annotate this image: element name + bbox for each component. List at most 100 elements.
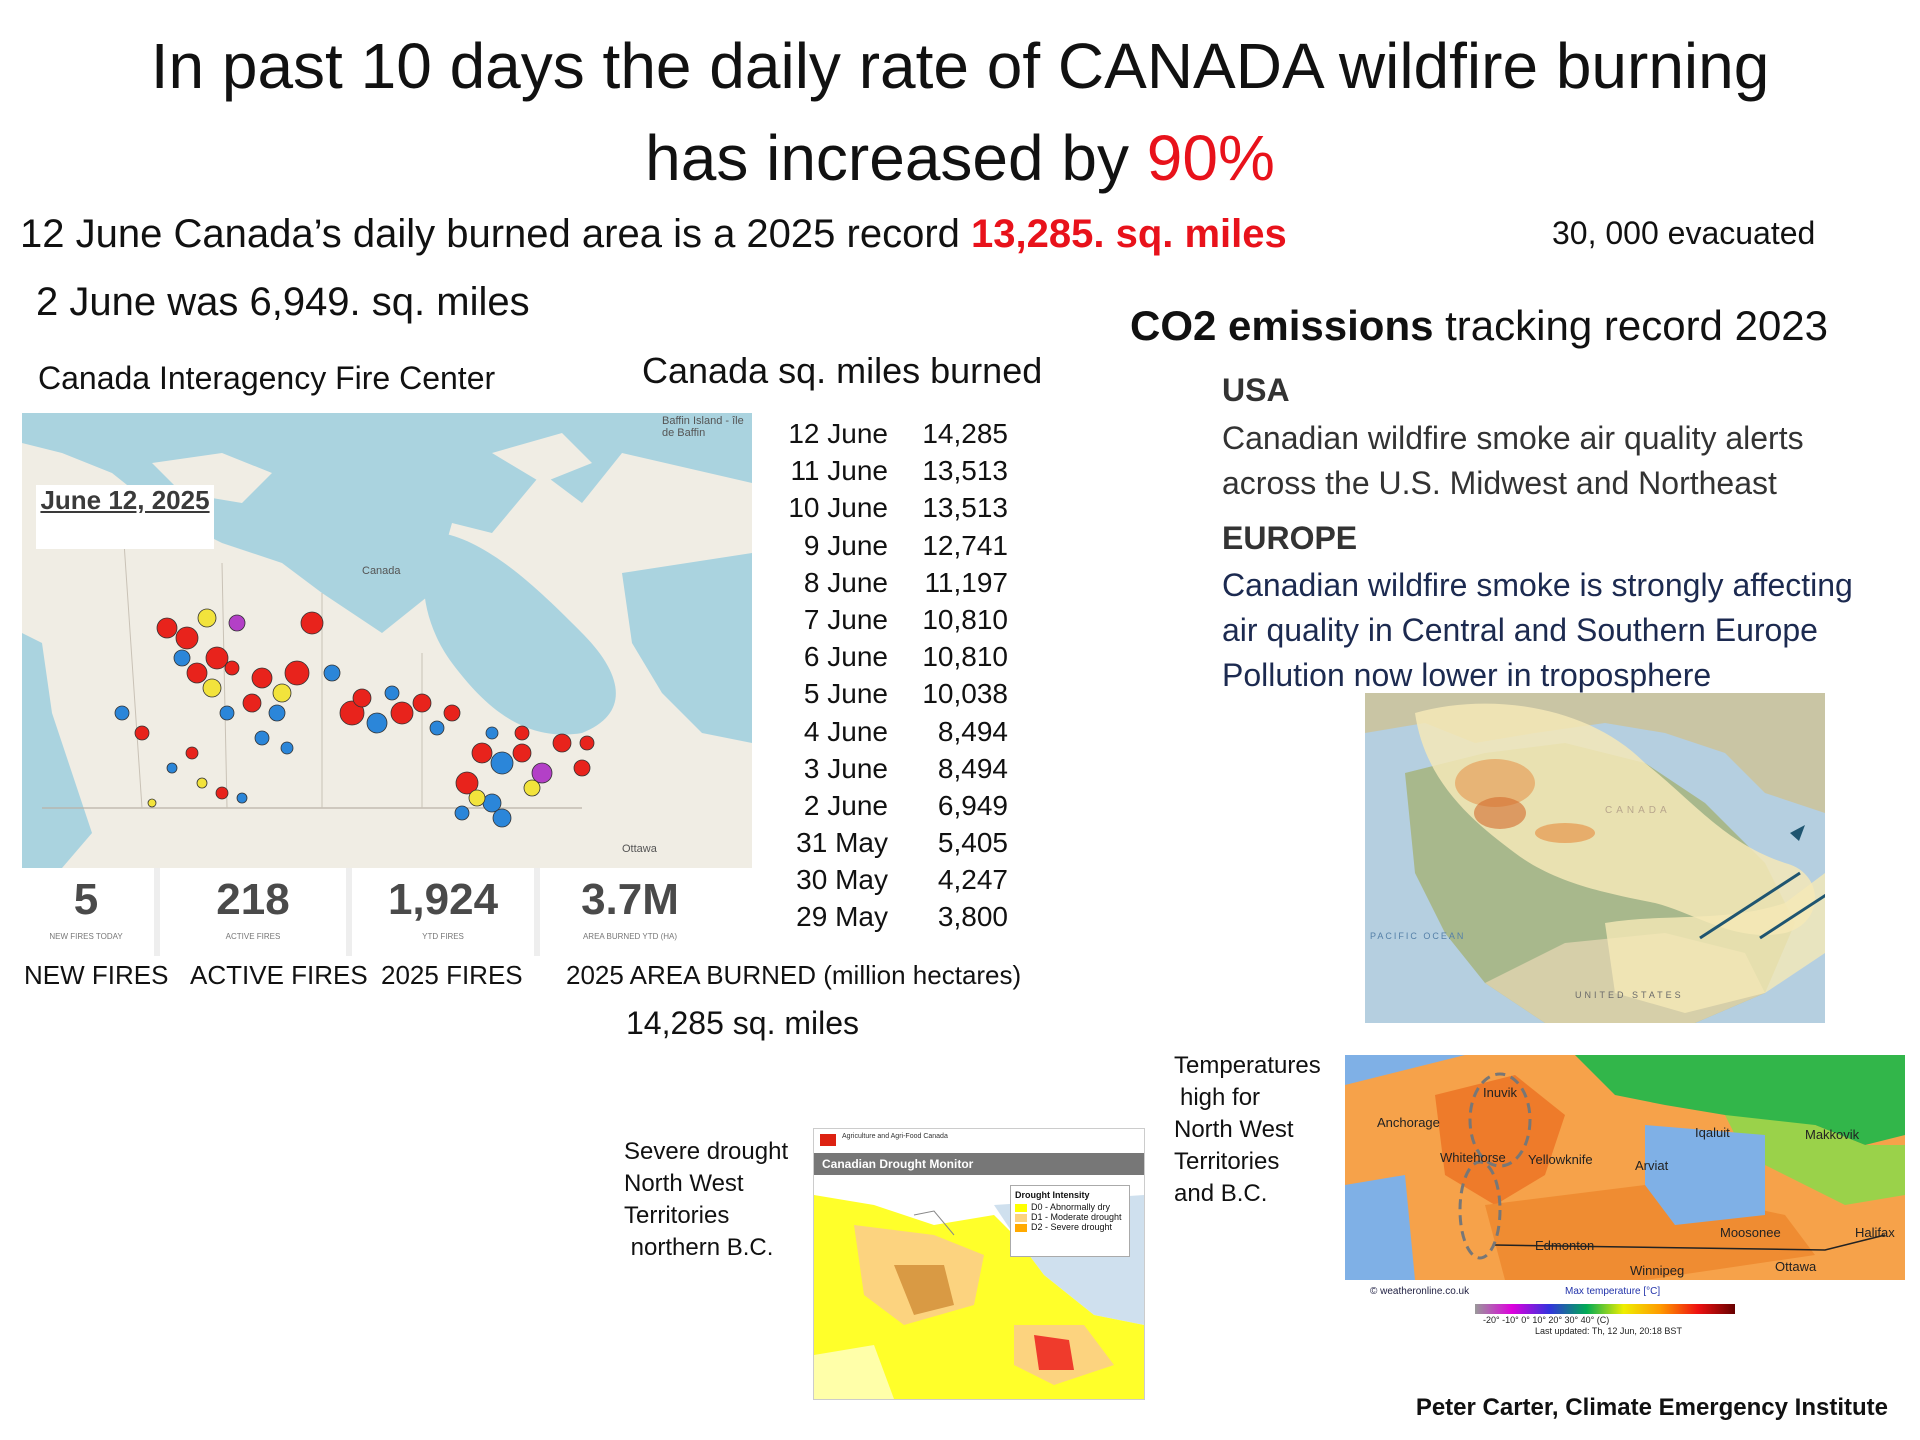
- drought-note-line-2: North West: [624, 1170, 744, 1197]
- label-new-fires: NEW FIRES: [24, 960, 169, 990]
- burned-row: 31 May 5,405: [770, 824, 1010, 861]
- stat-area-burned: 3.7M AREA BURNED YTD (HA): [540, 868, 720, 956]
- fire-marker: [236, 792, 248, 804]
- burned-row-value: 12,741: [922, 529, 1008, 561]
- city-halifax: Halifax: [1855, 1225, 1895, 1240]
- burned-table-title: Canada sq. miles burned: [642, 350, 1043, 391]
- title-highlight: 90%: [1146, 122, 1275, 194]
- smoke-map: CANADA PACIFIC OCEAN UNITED STATES: [1365, 693, 1825, 1023]
- title-line-2: has increased by 90%: [0, 112, 1920, 204]
- drought-legend-d0-label: D0 - Abnormally dry: [1031, 1202, 1111, 1212]
- temp-legend-bar: [1475, 1304, 1735, 1314]
- stat-area-burned-caption: AREA BURNED YTD (HA): [582, 932, 678, 941]
- co2-heading-bold: CO2 emissions: [1130, 302, 1434, 349]
- burned-row-date: 2 June: [803, 789, 888, 821]
- burned-table: 12 June 14,285 11 June 13,513 10 June 13,513 9…: [770, 415, 1010, 936]
- burned-row-value: 11,197: [924, 566, 1008, 598]
- drought-swatch-d0: [1015, 1203, 1027, 1212]
- burned-row-value: 13,513: [922, 455, 1008, 487]
- drought-swatch-d1: [1015, 1213, 1027, 1222]
- temp-note-line-4: Territories: [1174, 1148, 1280, 1175]
- stat-ytd-fires: 1,924 YTD FIRES: [352, 868, 540, 956]
- europe-line-1: Canadian wildfire smoke is strongly affe…: [1222, 567, 1853, 603]
- burned-row-value: 10,810: [922, 641, 1008, 673]
- burned-row-value: 10,038: [922, 678, 1008, 710]
- burned-row-value: 3,800: [937, 901, 1008, 933]
- city-arviat: Arviat: [1635, 1158, 1669, 1173]
- map-label-baffin: Baffin Island - île de Baffin: [662, 415, 744, 439]
- burned-row-date: 4 June: [803, 715, 888, 747]
- stat-new-fires-value: 5: [73, 875, 99, 924]
- fire-marker: [366, 712, 388, 734]
- fire-marker: [205, 646, 229, 670]
- europe-text: Canadian wildfire smoke is strongly affe…: [1222, 563, 1853, 698]
- fire-marker: [468, 789, 486, 807]
- usa-text: Canadian wildfire smoke air quality aler…: [1222, 416, 1804, 506]
- city-makkovik: Makkovik: [1805, 1127, 1860, 1142]
- stat-new-fires: 5 NEW FIRES TODAY: [18, 868, 160, 956]
- fire-marker: [197, 608, 217, 628]
- temperature-map-graphic: [1345, 1055, 1905, 1280]
- fire-marker: [156, 617, 178, 639]
- burned-row: 7 June 10,810: [770, 601, 1010, 638]
- fire-marker: [254, 730, 270, 746]
- stat-area-burned-value: 3.7M: [581, 875, 679, 924]
- stat-active-fires: 218 ACTIVE FIRES: [160, 868, 352, 956]
- stat-new-fires-caption: NEW FIRES TODAY: [49, 932, 123, 941]
- drought-legend-d1-label: D1 - Moderate drought: [1031, 1212, 1122, 1222]
- temperature-map: Inuvik Anchorage Whitehorse Yellowknife …: [1345, 1055, 1905, 1280]
- fire-marker: [339, 700, 365, 726]
- burned-row-value: 14,285: [922, 418, 1008, 449]
- fire-marker: [579, 735, 595, 751]
- burned-row-value: 13,513: [922, 492, 1008, 524]
- city-yellowknife: Yellowknife: [1528, 1152, 1593, 1167]
- fire-marker: [454, 805, 470, 821]
- burned-row-date: 9 June: [803, 529, 888, 561]
- burned-row-date: 12 June: [788, 418, 888, 449]
- record-value: 13,285. sq. miles: [971, 212, 1287, 256]
- fire-center-title: Canada Interagency Fire Center: [38, 360, 496, 396]
- burned-row-date: 10 June: [788, 492, 888, 524]
- burned-row: 29 May 3,800: [770, 898, 1010, 935]
- europe-heading: EUROPE: [1222, 520, 1358, 556]
- city-inuvik: Inuvik: [1483, 1085, 1517, 1100]
- drought-legend-d2: D2 - Severe drought: [1015, 1222, 1125, 1232]
- city-anchorage: Anchorage: [1377, 1115, 1440, 1130]
- title-line-1: In past 10 days the daily rate of CANADA…: [150, 30, 1770, 102]
- stat-ytd-fires-caption: YTD FIRES: [422, 932, 464, 941]
- fire-marker: [512, 743, 532, 763]
- drought-legend-d1: D1 - Moderate drought: [1015, 1212, 1125, 1222]
- fire-marker: [280, 741, 294, 755]
- europe-line-2: air quality in Central and Southern Euro…: [1222, 612, 1818, 648]
- fire-map-graphic: [22, 413, 752, 868]
- usa-heading: USA: [1222, 372, 1290, 408]
- title-line-2-prefix: has increased by: [645, 122, 1147, 194]
- drought-header: Canadian Drought Monitor: [814, 1153, 1144, 1175]
- fire-marker: [552, 733, 572, 753]
- stat-active-fires-caption: ACTIVE FIRES: [225, 932, 281, 941]
- fire-marker: [166, 762, 178, 774]
- drought-swatch-d2: [1015, 1223, 1027, 1232]
- co2-heading: CO2 emissions tracking record 2023: [1130, 302, 1828, 350]
- fire-marker: [485, 726, 499, 740]
- fire-marker: [114, 705, 130, 721]
- fire-marker: [390, 701, 414, 725]
- canada-flag-icon: [820, 1134, 836, 1146]
- temp-legend-source: © weatheronline.co.uk: [1370, 1286, 1470, 1297]
- burned-row-value: 5,405: [937, 827, 1008, 859]
- burned-row-date: 3 June: [803, 752, 888, 784]
- city-whitehorse: Whitehorse: [1440, 1150, 1506, 1165]
- fire-marker: [352, 688, 372, 708]
- burned-row-date: 30 May: [796, 864, 888, 896]
- usa-line-2: across the U.S. Midwest and Northeast: [1222, 465, 1777, 501]
- fire-marker: [573, 759, 591, 777]
- fire-marker: [272, 683, 292, 703]
- fire-marker: [228, 614, 246, 632]
- smoke-label-us: UNITED STATES: [1575, 990, 1684, 1000]
- smoke-label-canada: CANADA: [1605, 805, 1671, 816]
- drought-legend-d2-label: D2 - Severe drought: [1031, 1222, 1113, 1232]
- city-edmonton: Edmonton: [1535, 1238, 1595, 1253]
- fire-marker: [202, 678, 222, 698]
- burned-row-value: 10,810: [922, 603, 1008, 635]
- fire-marker: [490, 751, 514, 775]
